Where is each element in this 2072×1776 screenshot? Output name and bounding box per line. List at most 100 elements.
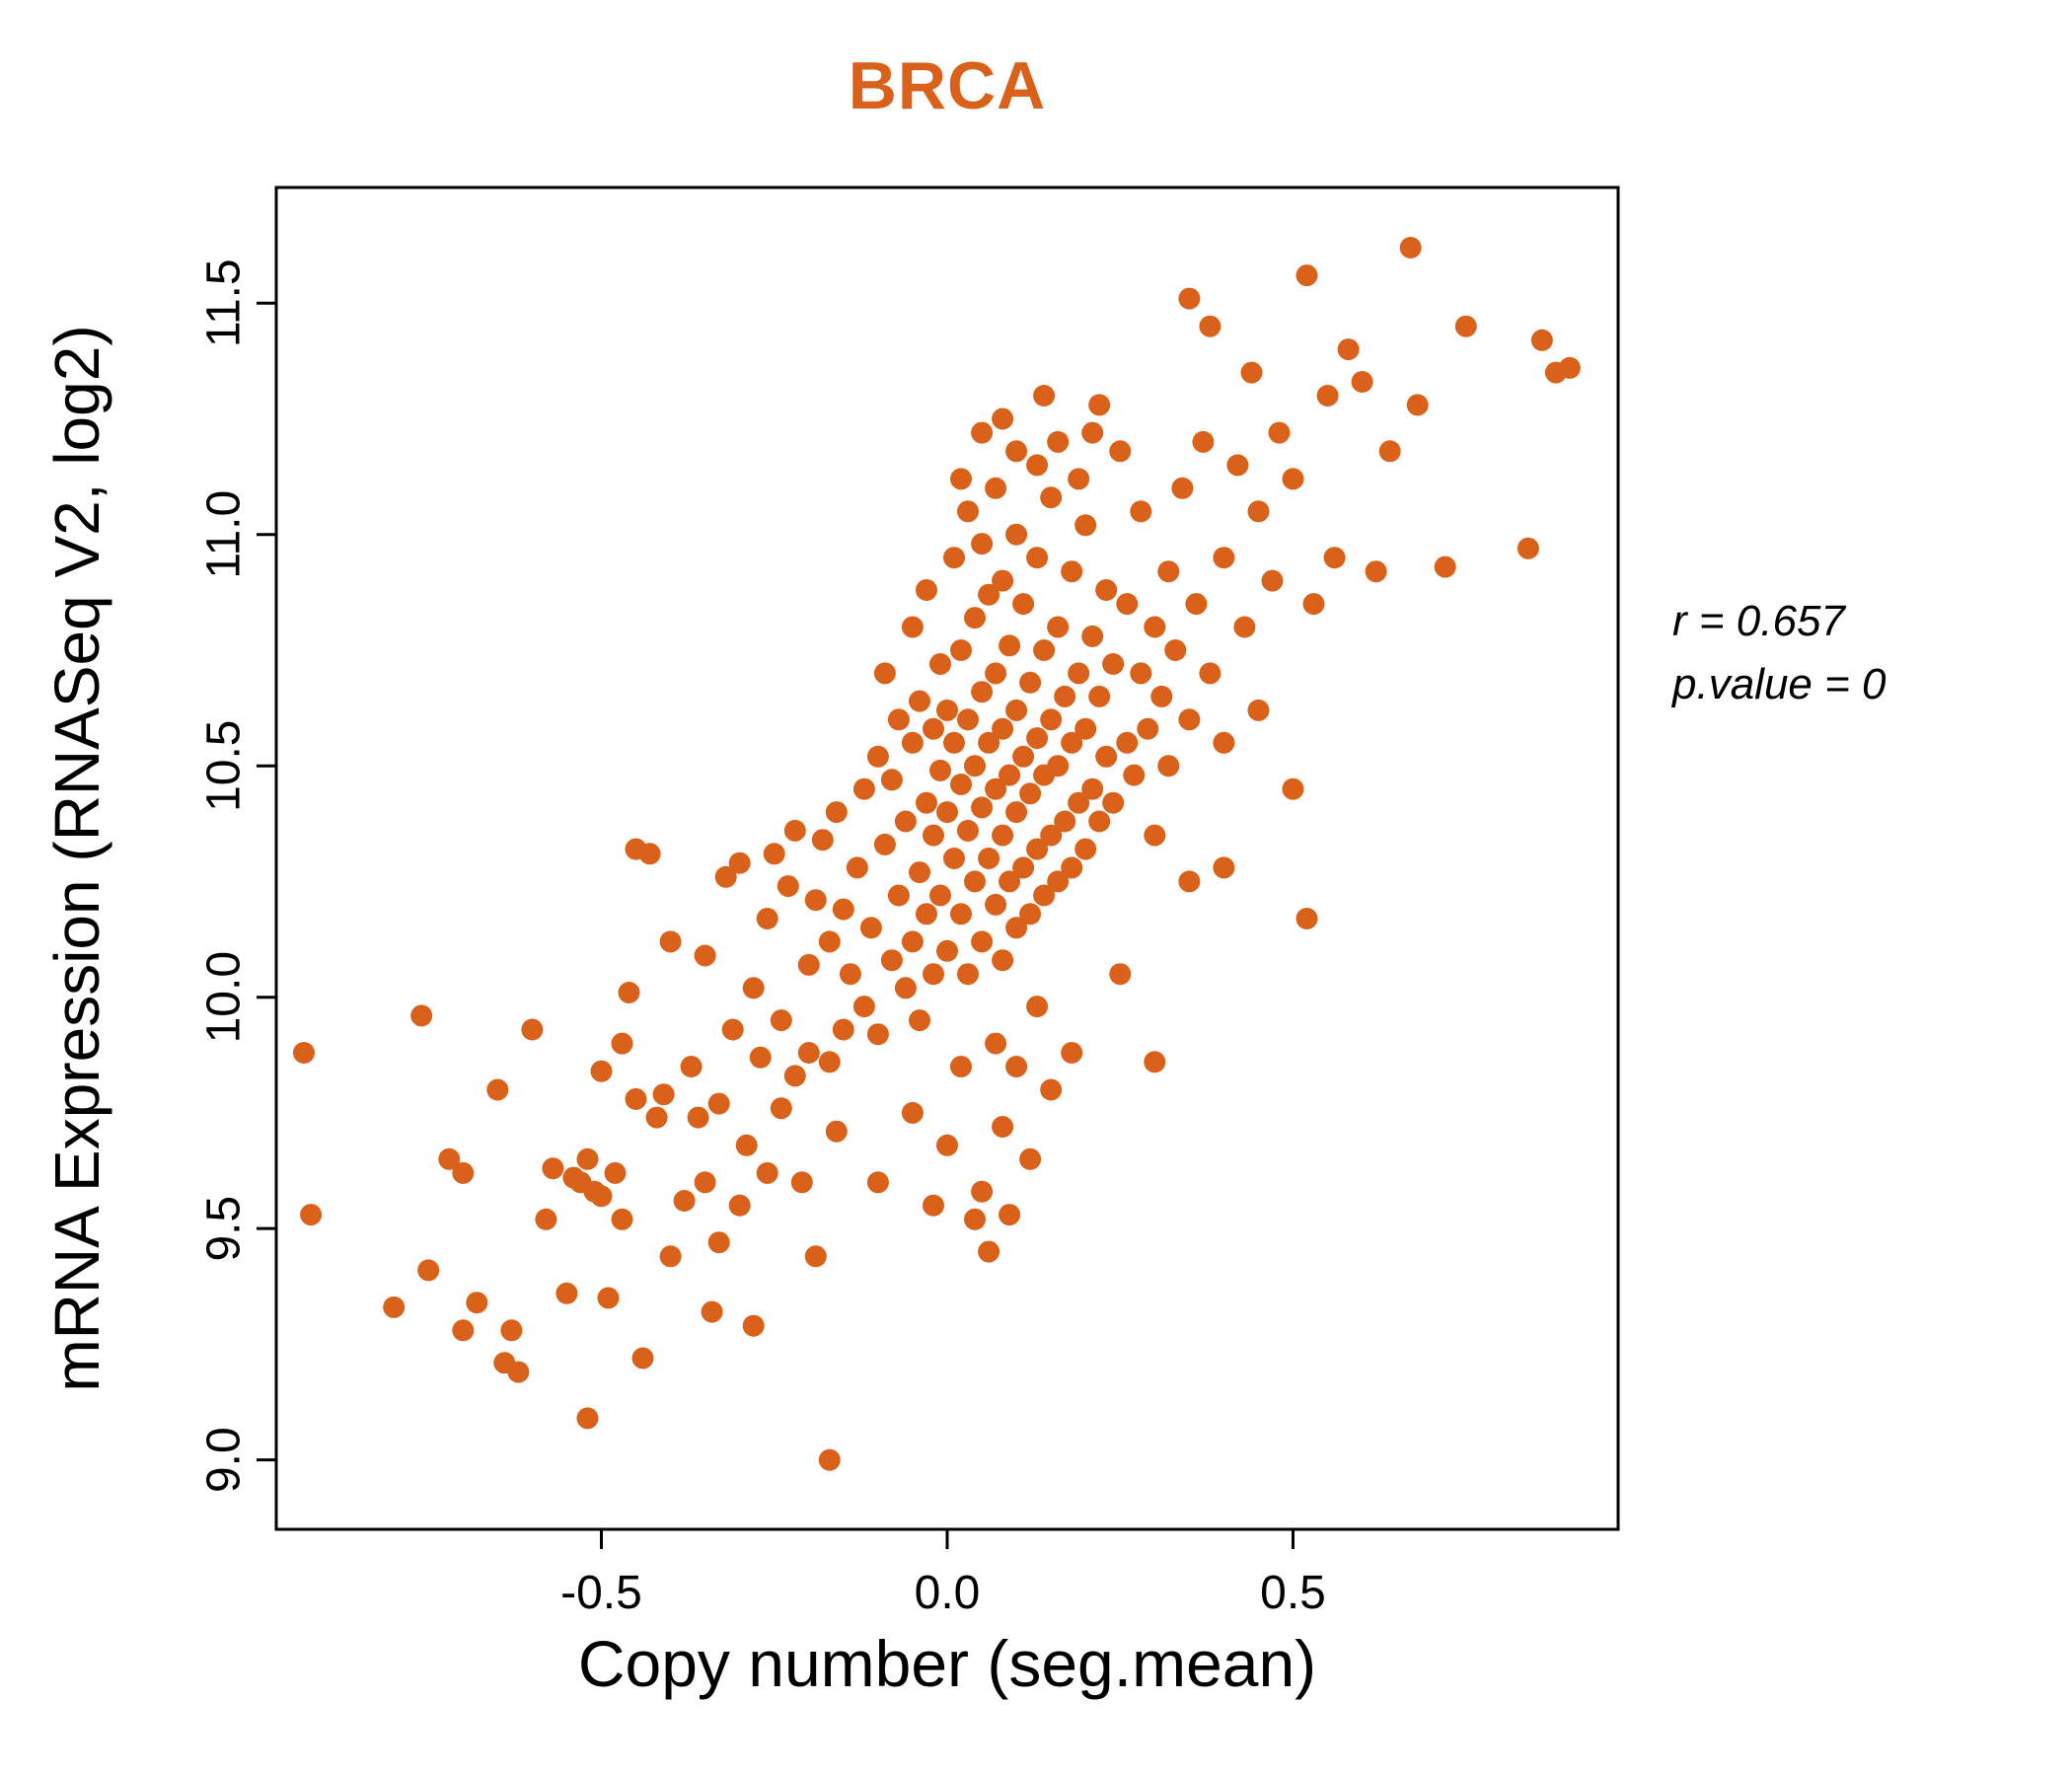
data-point xyxy=(673,1190,696,1212)
data-point xyxy=(1054,685,1076,707)
data-point xyxy=(410,1004,433,1027)
data-point xyxy=(1282,468,1304,490)
data-point xyxy=(1116,731,1139,754)
data-point xyxy=(999,870,1021,893)
data-point xyxy=(964,1208,986,1230)
data-point xyxy=(832,898,854,921)
data-point xyxy=(1047,755,1070,777)
data-point xyxy=(880,949,903,972)
data-point xyxy=(1033,385,1056,407)
data-point xyxy=(992,407,1014,430)
x-axis-title: Copy number (seg.mean) xyxy=(577,1627,1317,1700)
data-point xyxy=(1005,699,1028,721)
data-point xyxy=(452,1319,475,1342)
data-point xyxy=(555,1282,578,1304)
data-point xyxy=(694,944,716,967)
data-point xyxy=(1316,385,1339,407)
y-tick-label: 10.0 xyxy=(198,951,251,1043)
data-point xyxy=(1295,908,1318,929)
data-point xyxy=(873,662,896,685)
data-point xyxy=(1054,810,1076,833)
data-point xyxy=(1061,856,1083,879)
data-point xyxy=(1171,477,1194,499)
data-point xyxy=(873,833,896,855)
y-tick-label: 9.0 xyxy=(198,1427,251,1493)
data-point xyxy=(1123,764,1146,786)
stats-annotation: r = 0.657 p.value = 0 xyxy=(1672,590,1887,716)
data-point xyxy=(1081,421,1104,444)
data-point xyxy=(992,824,1014,847)
data-point xyxy=(1074,514,1097,537)
data-point xyxy=(1240,361,1263,384)
data-point xyxy=(721,1018,744,1041)
data-point xyxy=(1005,917,1028,939)
data-point xyxy=(1530,329,1553,351)
data-point xyxy=(971,421,994,444)
data-point xyxy=(1144,616,1166,638)
data-point xyxy=(964,755,986,777)
data-point xyxy=(929,884,951,907)
data-point xyxy=(936,1134,958,1156)
data-point xyxy=(770,1097,792,1120)
data-point xyxy=(1454,315,1477,337)
data-point xyxy=(909,690,930,712)
data-point xyxy=(999,764,1021,786)
data-point xyxy=(1061,1042,1083,1064)
data-point xyxy=(1130,662,1152,685)
data-point xyxy=(943,547,965,569)
data-point xyxy=(846,856,868,879)
data-point xyxy=(1026,454,1049,477)
data-point xyxy=(950,639,972,661)
data-point xyxy=(783,819,806,842)
data-point xyxy=(916,903,937,925)
data-point xyxy=(804,889,827,912)
data-point xyxy=(417,1259,440,1282)
data-point xyxy=(1434,555,1456,578)
data-point xyxy=(1185,593,1208,616)
data-point xyxy=(1116,593,1139,616)
data-point xyxy=(866,1171,889,1194)
data-point xyxy=(894,977,917,999)
data-point xyxy=(590,1060,613,1082)
data-point xyxy=(1074,717,1097,740)
data-point xyxy=(971,533,994,555)
data-point xyxy=(756,908,778,929)
data-point xyxy=(818,1051,841,1073)
data-point xyxy=(1399,237,1422,259)
data-point xyxy=(1517,537,1539,559)
data-point xyxy=(1323,547,1346,569)
data-point xyxy=(1199,662,1221,685)
data-point xyxy=(825,1120,848,1143)
data-point xyxy=(916,579,937,601)
data-point xyxy=(1226,454,1249,477)
data-point xyxy=(950,903,972,925)
data-point xyxy=(957,500,979,523)
y-tick-label: 11.5 xyxy=(198,259,251,347)
data-point xyxy=(887,708,910,731)
data-point xyxy=(1026,727,1049,750)
data-point xyxy=(1406,394,1429,416)
data-point xyxy=(852,777,875,800)
data-point xyxy=(804,1245,827,1268)
data-point xyxy=(742,977,765,999)
data-point xyxy=(971,681,994,703)
data-point xyxy=(1026,547,1049,569)
data-point xyxy=(535,1208,557,1230)
data-point xyxy=(1040,824,1063,847)
y-axis-title: mRNA Expression (RNASeq V2, log2) xyxy=(41,325,112,1392)
data-point xyxy=(590,1185,613,1208)
data-point xyxy=(1302,593,1325,616)
data-point xyxy=(1102,791,1125,814)
data-point xyxy=(985,777,1007,800)
data-point xyxy=(964,870,986,893)
data-point xyxy=(992,569,1014,592)
data-point xyxy=(1378,440,1401,463)
data-point xyxy=(507,1361,530,1383)
data-point xyxy=(735,1134,758,1156)
data-point xyxy=(1081,777,1104,800)
data-point xyxy=(1095,579,1118,601)
data-point xyxy=(1192,430,1215,453)
data-point xyxy=(618,982,640,1003)
data-point xyxy=(943,848,965,869)
